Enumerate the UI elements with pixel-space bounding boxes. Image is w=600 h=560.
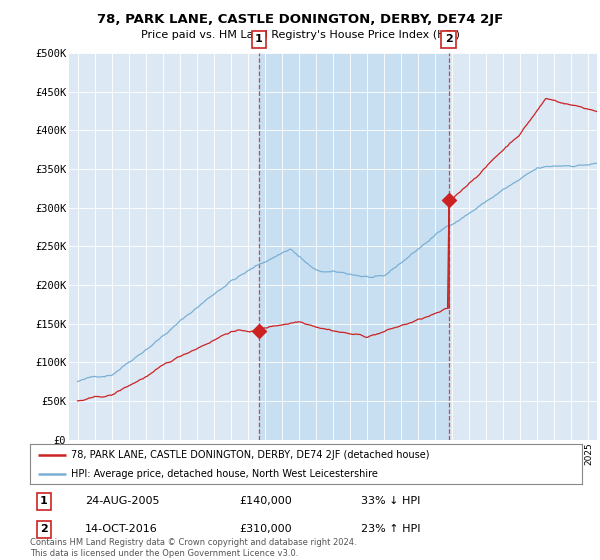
Text: Contains HM Land Registry data © Crown copyright and database right 2024.
This d: Contains HM Land Registry data © Crown c… — [30, 538, 356, 558]
Text: 1: 1 — [255, 34, 263, 44]
Text: 1: 1 — [40, 496, 47, 506]
Text: 33% ↓ HPI: 33% ↓ HPI — [361, 496, 421, 506]
Text: 23% ↑ HPI: 23% ↑ HPI — [361, 524, 421, 534]
Point — [254, 327, 264, 336]
Text: £310,000: £310,000 — [240, 524, 292, 534]
Text: 78, PARK LANE, CASTLE DONINGTON, DERBY, DE74 2JF (detached house): 78, PARK LANE, CASTLE DONINGTON, DERBY, … — [71, 450, 430, 460]
Text: 78, PARK LANE, CASTLE DONINGTON, DERBY, DE74 2JF: 78, PARK LANE, CASTLE DONINGTON, DERBY, … — [97, 13, 503, 26]
Point — [444, 195, 454, 204]
Text: 2: 2 — [445, 34, 452, 44]
Text: 14-OCT-2016: 14-OCT-2016 — [85, 524, 158, 534]
Text: 24-AUG-2005: 24-AUG-2005 — [85, 496, 160, 506]
Text: HPI: Average price, detached house, North West Leicestershire: HPI: Average price, detached house, Nort… — [71, 469, 378, 479]
Text: 2: 2 — [40, 524, 47, 534]
Text: £140,000: £140,000 — [240, 496, 293, 506]
Bar — [259, 53, 449, 440]
Text: Price paid vs. HM Land Registry's House Price Index (HPI): Price paid vs. HM Land Registry's House … — [140, 30, 460, 40]
